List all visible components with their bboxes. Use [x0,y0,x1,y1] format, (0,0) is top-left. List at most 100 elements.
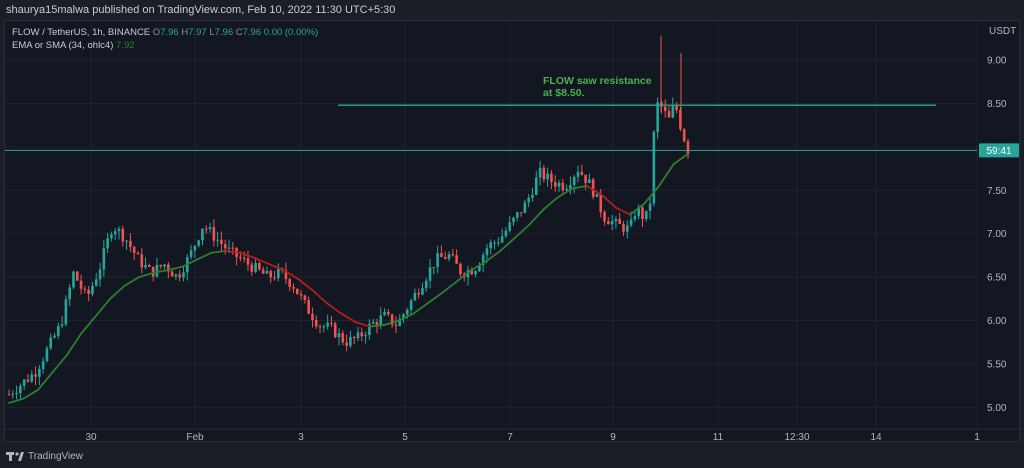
candle-body [223,244,227,249]
candle-body [405,309,409,315]
candle-body [167,264,170,272]
candle-body [269,271,273,278]
ema-line-segment [398,312,415,322]
footer-bar: TradingView [0,446,1024,468]
candle-body [136,253,140,255]
candle-body [189,250,193,258]
candle-body [644,210,648,220]
candle-body [113,231,117,235]
candle-body [682,129,686,142]
price-label-box [979,143,1019,158]
candle-body [557,182,561,187]
candle-body [163,264,166,267]
x-tick-label: Feb [186,432,204,443]
candle-body [299,294,303,296]
candle-body [193,245,197,251]
ohlc-value: 7.96 [242,27,262,38]
candle-body [375,322,379,326]
candle-body [292,286,295,289]
annotation-text[interactable]: FLOW saw resistance [543,75,652,87]
candle-body [307,299,310,314]
candle-body [337,333,341,338]
ema-line-segment [138,271,155,278]
candle-body [148,265,151,267]
candle-body [330,322,333,324]
y-tick-label: 5.00 [987,403,1007,414]
candle-body [553,182,557,187]
candle-body [614,218,618,222]
candle-body [132,246,136,254]
candle-body [390,314,394,325]
ema-line-segment [484,250,502,263]
legend-symbol-row: FLOW / TetherUS, 1h, BINANCE O7.96 H7.97… [12,26,318,39]
candle-body [26,379,30,382]
candle-body [159,264,163,267]
ema-line-segment [513,224,530,239]
candle-body [155,264,159,277]
candle-body [379,315,383,326]
y-tick-label: 8.50 [987,99,1007,110]
ema-line-segment [152,269,169,274]
candle-body [474,271,477,275]
candle-body [675,105,678,111]
candle-body [110,234,113,239]
candle-body [421,288,424,295]
chart-frame[interactable]: 5.005.506.006.507.007.508.008.509.00USDT… [4,20,1021,443]
candle-body [174,274,178,277]
ema-line-segment [571,185,588,190]
candle-body [667,111,671,118]
candle-body [519,212,523,214]
candle-body [387,312,390,315]
candle-body [318,326,322,328]
symbol-name[interactable]: FLOW / TetherUS, 1h, BINANCE [12,27,151,38]
ema-line-segment [80,315,97,335]
ema-line-segment [167,265,184,272]
candle-body [451,254,455,256]
ema-label[interactable]: EMA or SMA (34, ohlc4) [12,40,114,51]
candle-body [512,217,515,223]
candle-body [94,279,98,286]
candle-body [523,202,527,213]
ohlc-value: 7.97 [188,27,207,38]
candle-body [201,228,204,241]
x-tick-label: 7 [507,432,513,443]
candle-body [333,323,337,338]
candle-body [87,289,90,295]
candle-body [371,322,375,324]
ema-line-segment [210,250,227,254]
ema-line-segment [643,185,661,205]
ema-line-segment [36,371,54,391]
chart-legend: FLOW / TetherUS, 1h, BINANCE O7.96 H7.97… [12,26,318,52]
candle-body [72,271,75,288]
candle-body [489,242,493,249]
candle-body [383,312,386,316]
ema-line-segment [224,250,242,254]
price-chart[interactable]: 5.005.506.006.507.007.508.008.509.00USDT… [5,21,1021,443]
ema-line-segment [600,193,617,209]
ema-line-segment [672,152,689,166]
x-tick-label: 5 [402,432,408,443]
tradingview-logo[interactable]: TradingView [6,450,83,462]
candle-body [603,212,606,222]
candle-body [38,368,41,377]
currency-label: USDT [989,26,1016,37]
candle-body [19,385,22,394]
candle-body [121,228,125,242]
candle-body [584,174,587,184]
candle-body [117,228,121,232]
ohlc-key: L [206,27,215,38]
ema-line-segment [354,321,372,328]
candle-body [284,270,288,280]
ema-line-segment [528,208,545,226]
candle-body [538,167,542,178]
ema-line-segment [470,260,487,272]
x-tick-label: 11 [713,432,724,443]
candle-body [534,177,538,195]
ema-line-segment [94,297,112,318]
candle-body [98,269,102,280]
candle-body [546,173,549,180]
ema-line-segment [51,354,68,374]
candle-body [516,212,519,218]
annotation-text[interactable]: at $8.50. [543,87,585,99]
candle-body [595,193,599,197]
